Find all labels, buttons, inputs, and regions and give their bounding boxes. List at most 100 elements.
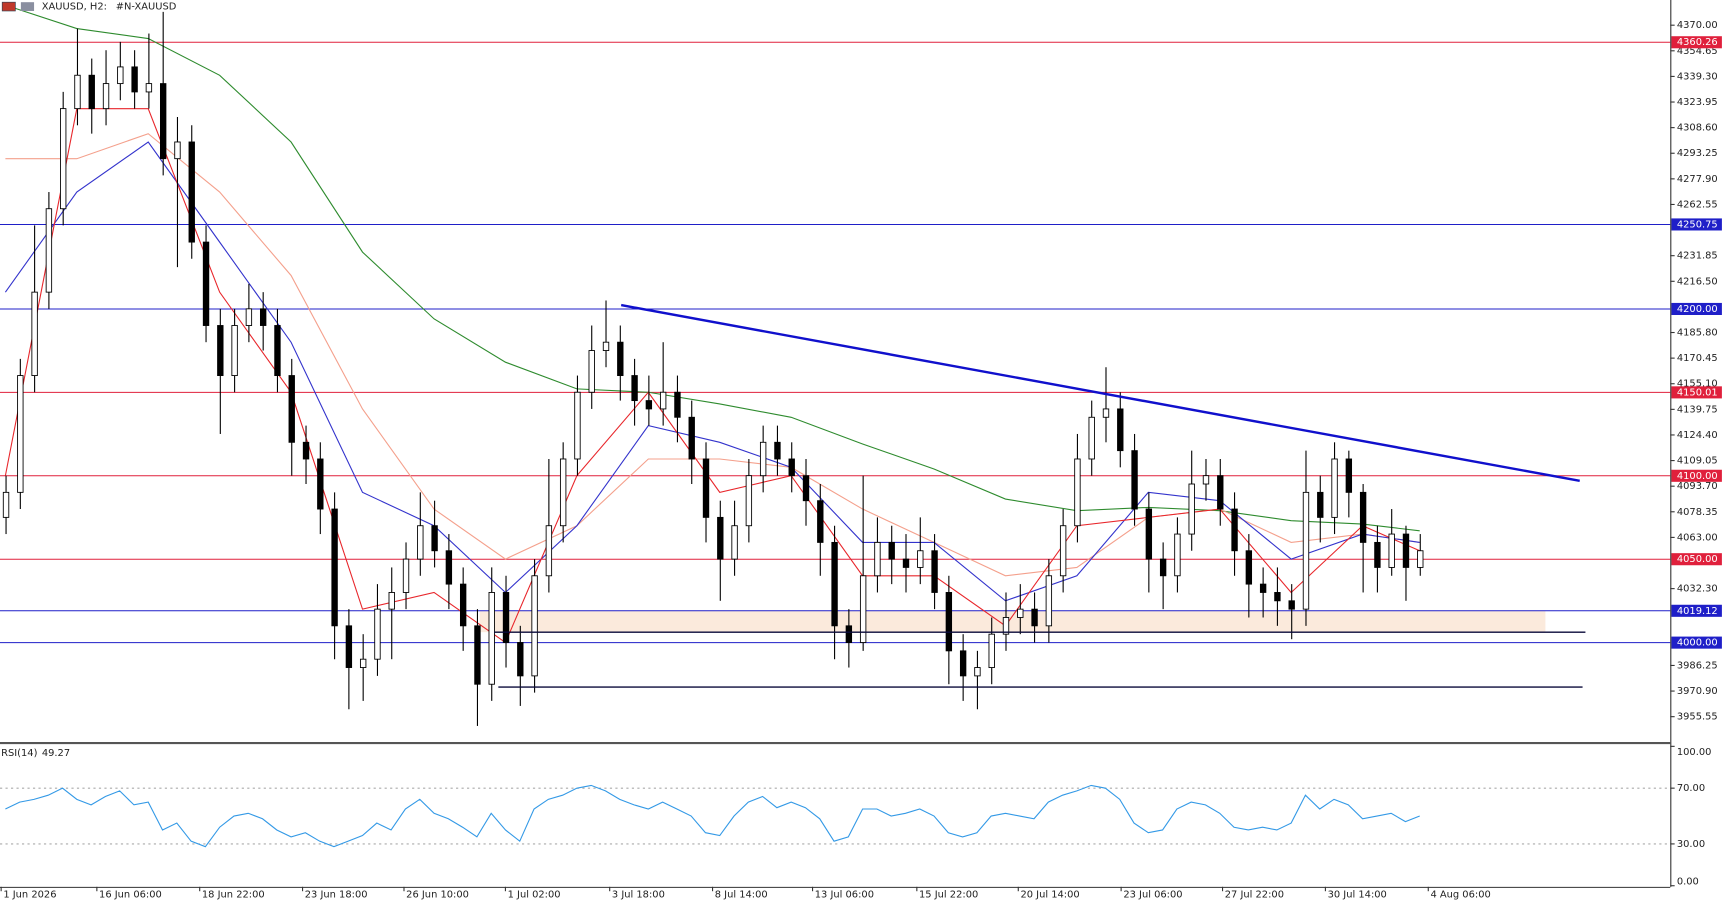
x-tick-label: 26 Jun 10:00 <box>406 890 469 900</box>
candle-body <box>302 441 310 460</box>
y-tick-label: 4109.05 <box>1677 456 1718 467</box>
candle-body <box>1074 458 1081 527</box>
x-tick-label: 1 Jun 2026 <box>3 890 56 900</box>
x-tick-label: 20 Jul 14:00 <box>1020 890 1079 900</box>
candle-body <box>1388 533 1395 568</box>
y-tick-label: 4078.35 <box>1677 507 1718 518</box>
candle-body <box>745 475 753 527</box>
x-tick-label: 3 Jul 18:00 <box>612 890 665 900</box>
candle-body <box>117 66 124 85</box>
candle-body <box>574 391 581 460</box>
candle-body <box>1202 475 1210 485</box>
candle-body <box>1131 450 1138 510</box>
x-tick-label: 23 Jul 06:00 <box>1123 890 1182 900</box>
x-tick-label: 8 Jul 14:00 <box>715 890 768 900</box>
level-label-box <box>1671 636 1722 649</box>
candle-body <box>559 458 567 527</box>
candle-body <box>617 341 624 377</box>
y-tick-label: 4262.55 <box>1677 199 1718 210</box>
candle-body <box>59 108 67 210</box>
level-label-box <box>1671 469 1722 482</box>
candle-body <box>902 558 910 568</box>
candle-body <box>1059 525 1067 577</box>
candle-body <box>774 441 781 460</box>
chart-title: XAUUSD, H2: #N-XAUUSD <box>42 2 177 13</box>
level-label: 4050.00 <box>1677 554 1718 565</box>
candle-body <box>674 391 681 418</box>
candle-body <box>217 325 224 377</box>
candle-body <box>659 391 667 410</box>
candle-body <box>45 208 53 293</box>
y-tick-label: 4093.70 <box>1677 481 1718 492</box>
candle-body <box>845 625 853 643</box>
candle-body <box>402 558 410 593</box>
y-tick-label: 4231.85 <box>1677 251 1718 262</box>
candle-body <box>517 642 524 677</box>
candle-body <box>1088 416 1095 460</box>
candle-body <box>1259 583 1267 593</box>
candle-body <box>2 491 10 518</box>
y-tick-label: 3955.55 <box>1677 712 1718 723</box>
candle-body <box>859 575 867 643</box>
y-tick-label: 4308.60 <box>1677 123 1718 134</box>
candle-body <box>1317 491 1324 518</box>
candle-body <box>531 575 538 677</box>
candle-body <box>317 458 324 510</box>
zone <box>479 610 1546 633</box>
level-label-box <box>1671 604 1722 617</box>
candle-body <box>159 83 167 160</box>
x-tick-label: 18 Jun 22:00 <box>202 890 265 900</box>
candle-body <box>945 592 953 652</box>
candle-body <box>631 375 638 402</box>
candle-body <box>102 83 110 110</box>
candle-body <box>131 66 138 93</box>
x-tick-label: 23 Jun 18:00 <box>305 890 368 900</box>
y-tick-label: 4139.75 <box>1677 404 1718 415</box>
y-tick-label: 4170.45 <box>1677 353 1718 364</box>
candle-body <box>1288 600 1295 610</box>
chart-icon <box>20 2 35 11</box>
candle-body <box>1417 550 1424 568</box>
candle-body <box>545 525 553 577</box>
candle-body <box>331 508 338 627</box>
candle-body <box>1145 508 1153 560</box>
y-tick-label: 0.00 <box>1677 876 1699 887</box>
candle-body <box>359 658 367 668</box>
candle-body <box>831 541 838 627</box>
x-tick-label: 1 Jul 02:00 <box>508 890 561 900</box>
level-label-box <box>1671 36 1722 49</box>
level-label: 4000.00 <box>1677 638 1718 649</box>
candle-body <box>802 475 810 502</box>
y-tick-label: 4277.90 <box>1677 174 1718 185</box>
candle-body <box>345 625 353 668</box>
candle-body <box>88 74 95 110</box>
candle-body <box>259 308 267 326</box>
moving-average <box>4 108 1420 644</box>
y-tick-label: 100.00 <box>1677 747 1712 758</box>
candle-body <box>202 241 210 326</box>
candle-body <box>245 308 253 326</box>
candle-body <box>731 525 738 560</box>
candle-body <box>974 667 981 677</box>
x-tick-label: 27 Jul 22:00 <box>1225 890 1284 900</box>
candle-body <box>431 525 438 552</box>
candle-body <box>174 141 181 160</box>
level-label-box <box>1671 553 1722 566</box>
moving-average <box>4 141 1420 602</box>
candle-body <box>445 550 453 585</box>
y-tick-label: 3970.90 <box>1677 686 1718 697</box>
x-tick-label: 13 Jul 06:00 <box>815 890 874 900</box>
level-label: 4360.26 <box>1677 37 1718 48</box>
y-tick-label: 4185.80 <box>1677 328 1718 339</box>
level-label-box <box>1671 386 1722 399</box>
level-label-box <box>1671 302 1722 315</box>
candle-body <box>1002 617 1010 635</box>
candle-body <box>1045 575 1053 627</box>
candle-body <box>1345 458 1353 493</box>
candle-body <box>188 141 195 243</box>
candle-body <box>288 375 295 443</box>
candle-body <box>1159 558 1167 577</box>
candle-body <box>1245 550 1253 585</box>
